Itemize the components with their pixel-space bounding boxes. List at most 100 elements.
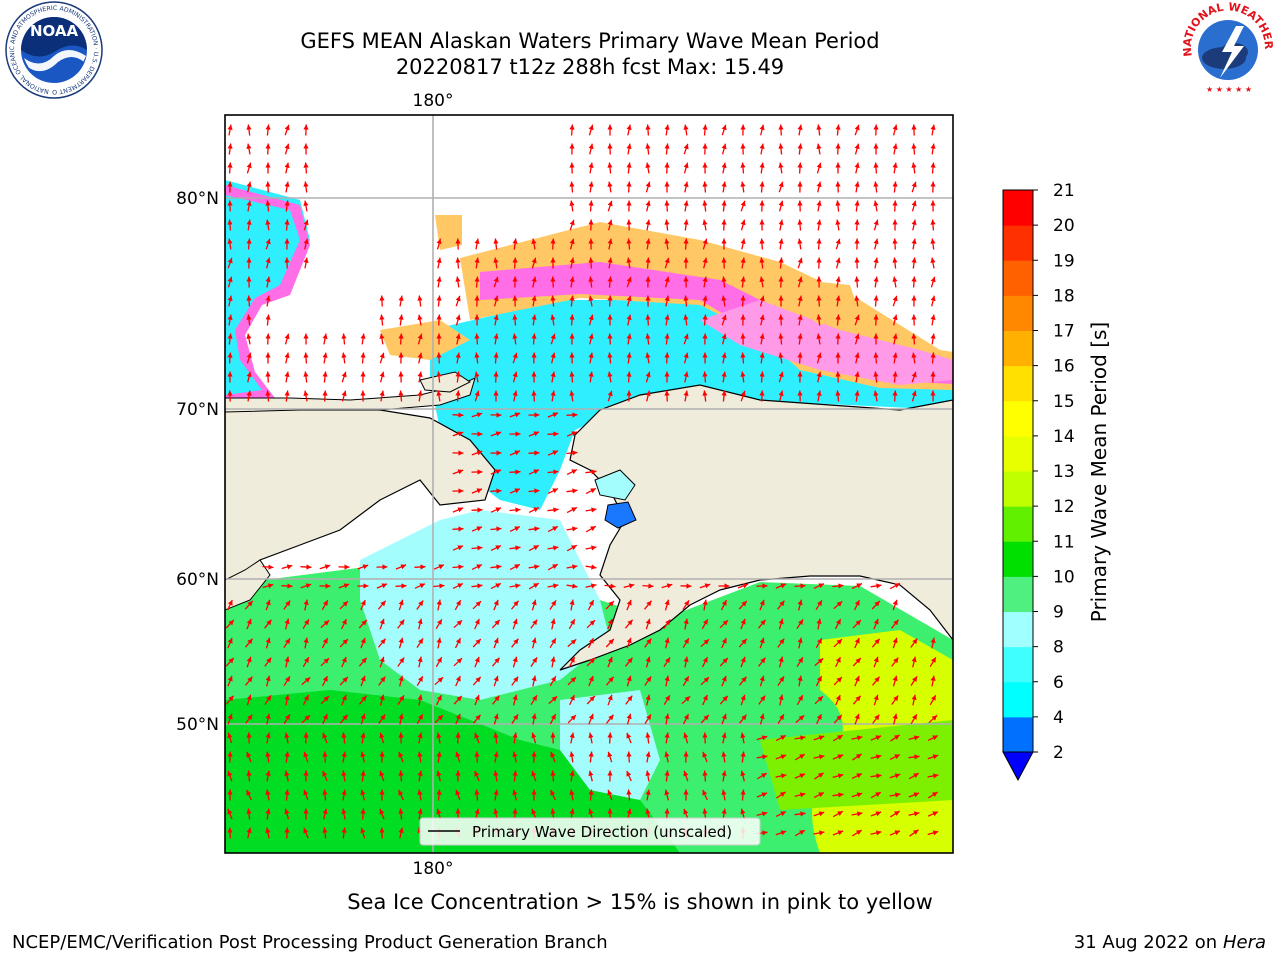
wave-arrow bbox=[490, 507, 502, 513]
wave-arrow bbox=[892, 599, 898, 611]
wave-arrow bbox=[471, 526, 483, 532]
wave-arrow bbox=[549, 637, 557, 649]
wave-arrow bbox=[569, 124, 575, 136]
wave-arrow bbox=[873, 295, 879, 307]
wave-arrow bbox=[262, 583, 274, 589]
wave-arrow bbox=[341, 827, 347, 839]
wave-arrow bbox=[227, 390, 233, 402]
wave-arrow bbox=[454, 599, 462, 611]
wave-arrow bbox=[528, 450, 540, 456]
wave-arrow bbox=[227, 770, 233, 782]
wave-arrow bbox=[778, 352, 784, 364]
wave-arrow bbox=[892, 390, 898, 402]
wave-arrow bbox=[550, 371, 556, 383]
wave-arrow bbox=[303, 827, 309, 839]
wave-arrow bbox=[870, 830, 882, 836]
wave-arrow bbox=[455, 295, 461, 307]
wave-arrow bbox=[530, 694, 538, 706]
wave-arrow bbox=[927, 811, 939, 817]
wave-arrow bbox=[379, 390, 385, 402]
wave-arrow bbox=[740, 314, 746, 326]
wave-arrow bbox=[455, 276, 461, 288]
wave-arrow bbox=[493, 314, 499, 326]
wave-arrow bbox=[569, 770, 575, 782]
wave-arrow bbox=[605, 638, 615, 648]
wave-arrow bbox=[930, 238, 936, 250]
wave-arrow bbox=[740, 618, 746, 630]
wave-arrow bbox=[740, 200, 746, 212]
wave-arrow bbox=[908, 772, 920, 780]
wave-arrow bbox=[284, 200, 290, 212]
wave-arrow bbox=[360, 789, 366, 801]
wave-arrow bbox=[910, 638, 918, 648]
wave-arrow bbox=[436, 257, 442, 269]
wave-arrow bbox=[322, 732, 328, 744]
wave-arrow bbox=[892, 238, 898, 250]
wave-arrow bbox=[645, 314, 651, 326]
wave-arrow bbox=[455, 371, 461, 383]
wave-arrow bbox=[379, 352, 385, 364]
wave-arrow bbox=[892, 219, 898, 231]
wave-arrow bbox=[512, 789, 518, 801]
wave-arrow bbox=[892, 637, 898, 649]
wave-arrow bbox=[585, 487, 597, 495]
wave-arrow bbox=[607, 656, 613, 668]
wave-arrow bbox=[303, 599, 309, 611]
wave-arrow bbox=[303, 352, 309, 364]
wave-arrow bbox=[852, 619, 862, 629]
wave-arrow bbox=[740, 162, 746, 174]
wave-arrow bbox=[321, 637, 329, 649]
wave-arrow bbox=[683, 124, 689, 136]
wave-arrow bbox=[645, 181, 651, 193]
wave-arrow bbox=[301, 714, 311, 724]
wave-arrow bbox=[664, 789, 670, 801]
wave-arrow bbox=[645, 618, 651, 630]
wave-arrow bbox=[338, 564, 350, 570]
wave-arrow bbox=[645, 219, 651, 231]
wave-arrow bbox=[759, 371, 765, 383]
wave-arrow bbox=[379, 295, 385, 307]
wave-arrow bbox=[379, 770, 385, 782]
wave-arrow bbox=[851, 811, 863, 817]
map-frame bbox=[224, 114, 954, 854]
wave-arrow bbox=[683, 219, 689, 231]
wave-arrow bbox=[358, 619, 368, 629]
wave-arrow bbox=[246, 162, 252, 174]
wave-arrow bbox=[417, 618, 423, 630]
wave-arrow bbox=[626, 181, 632, 193]
wave-arrow bbox=[436, 751, 442, 763]
wave-arrow bbox=[341, 732, 347, 744]
wave-arrow bbox=[699, 583, 711, 589]
wave-arrow bbox=[778, 238, 784, 250]
wave-arrow bbox=[566, 450, 578, 456]
wave-arrow bbox=[265, 238, 271, 250]
wave-arrow bbox=[246, 618, 252, 630]
wave-arrow bbox=[778, 656, 784, 668]
wave-arrow bbox=[796, 619, 804, 629]
wave-arrow bbox=[873, 162, 879, 174]
wave-arrow bbox=[890, 734, 900, 742]
wave-arrow bbox=[851, 582, 863, 590]
wave-arrow bbox=[284, 618, 290, 630]
colorbar-tick-label: 2 bbox=[1053, 743, 1064, 763]
wave-arrow bbox=[455, 675, 461, 687]
chart-title: GEFS MEAN Alaskan Waters Primary Wave Me… bbox=[300, 29, 880, 53]
lon-label-bottom: 180° bbox=[413, 859, 454, 879]
wave-arrow bbox=[246, 352, 252, 364]
wave-arrow bbox=[835, 162, 841, 174]
wave-arrow bbox=[797, 314, 803, 326]
wave-arrow bbox=[435, 618, 443, 630]
wave-arrow bbox=[303, 333, 309, 345]
wave-arrow bbox=[645, 751, 651, 763]
wave-arrow bbox=[227, 238, 233, 250]
wave-arrow bbox=[588, 181, 594, 193]
wave-arrow bbox=[721, 637, 727, 649]
wave-arrow bbox=[379, 694, 385, 706]
wave-arrow bbox=[683, 656, 689, 668]
wave-arrow bbox=[832, 830, 844, 836]
arctic-west-ice bbox=[225, 185, 310, 402]
colorbar-tick-label: 19 bbox=[1053, 251, 1075, 271]
wave-arrow bbox=[453, 657, 463, 667]
wave-arrow bbox=[891, 657, 899, 667]
wave-arrow bbox=[892, 257, 898, 269]
